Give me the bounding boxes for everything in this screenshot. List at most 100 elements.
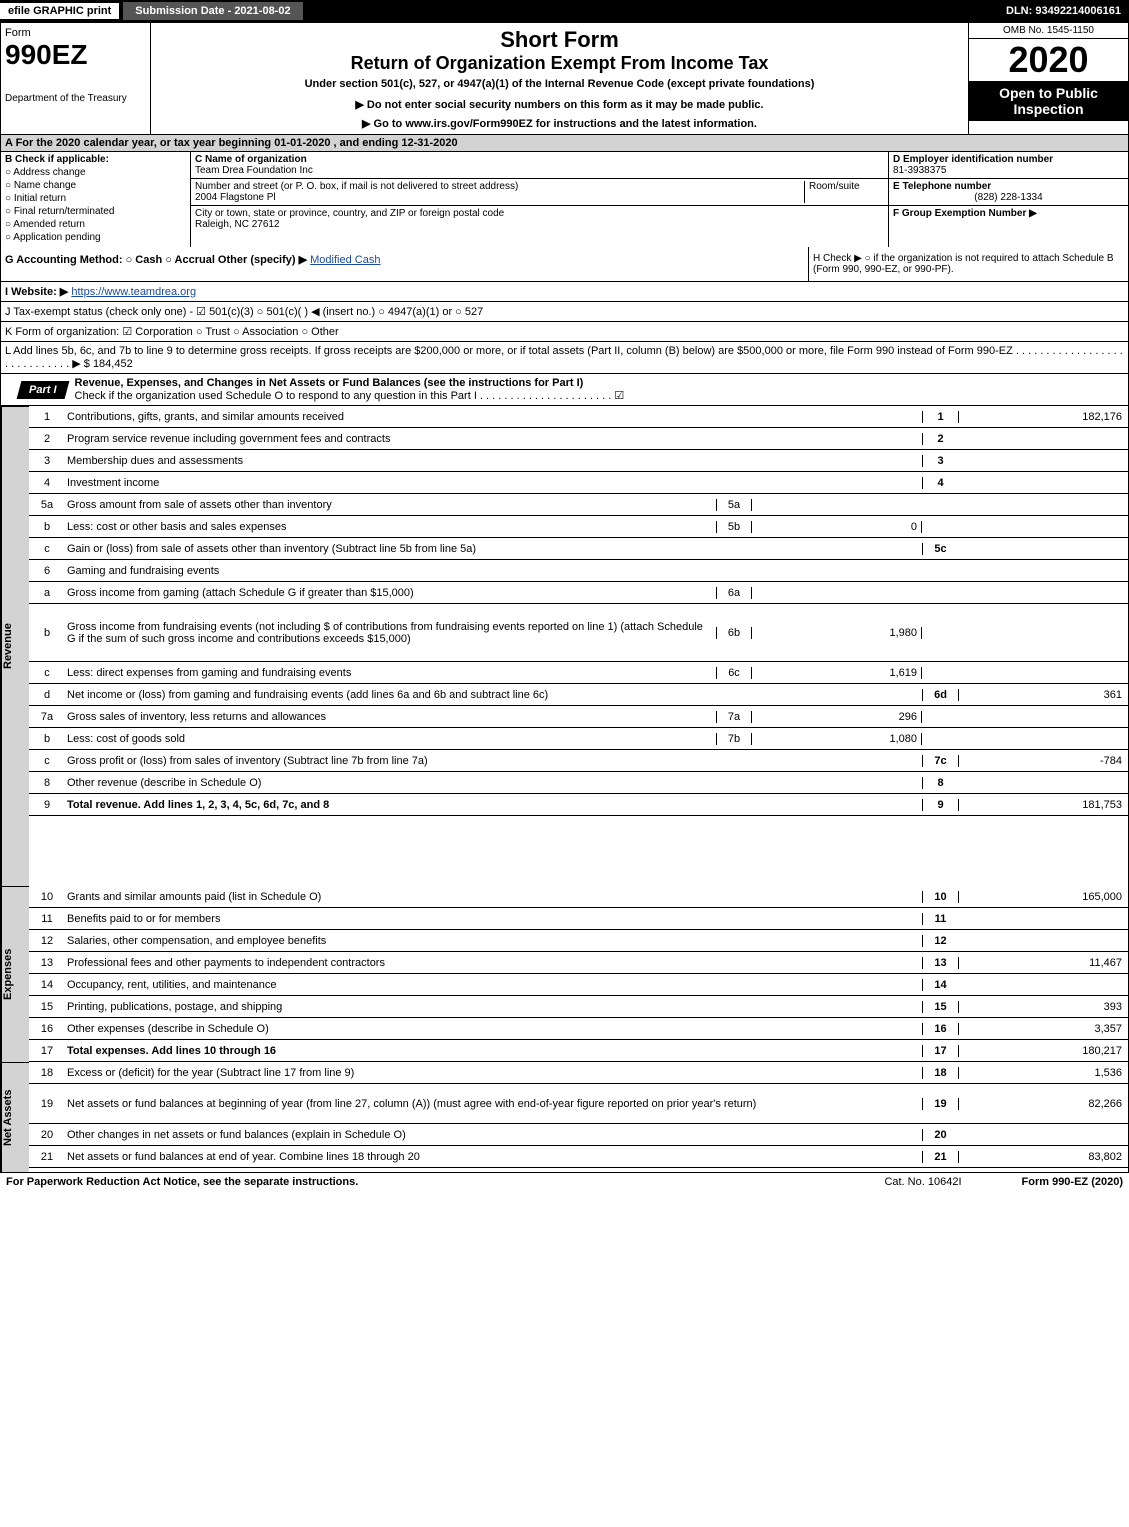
goto-link[interactable]: ▶ Go to www.irs.gov/Form990EZ for instru… bbox=[159, 117, 960, 130]
open-to-public: Open to Public Inspection bbox=[969, 81, 1128, 121]
line-4: 4 Investment income 4 bbox=[29, 472, 1128, 494]
g-value[interactable]: Modified Cash bbox=[310, 254, 380, 266]
line-1-desc: Contributions, gifts, grants, and simila… bbox=[65, 408, 922, 426]
line-1-value: 182,176 bbox=[958, 411, 1128, 423]
chk-pending[interactable]: Application pending bbox=[5, 232, 186, 243]
city-value: Raleigh, NC 27612 bbox=[195, 219, 884, 230]
line-6a: a Gross income from gaming (attach Sched… bbox=[29, 582, 1128, 604]
row-k-org-form: K Form of organization: ☑ Corporation ○ … bbox=[0, 322, 1129, 342]
tel-label: E Telephone number bbox=[893, 181, 1124, 192]
line-14: 14 Occupancy, rent, utilities, and maint… bbox=[29, 974, 1128, 996]
line-7b: b Less: cost of goods sold 7b 1,080 bbox=[29, 728, 1128, 750]
row-a-tax-year: A For the 2020 calendar year, or tax yea… bbox=[0, 135, 1129, 152]
tel-value: (828) 228-1334 bbox=[893, 192, 1124, 203]
line-6: 6 Gaming and fundraising events bbox=[29, 560, 1128, 582]
part-1-title: Revenue, Expenses, and Changes in Net As… bbox=[75, 374, 1128, 405]
info-grid: B Check if applicable: Address change Na… bbox=[0, 152, 1129, 247]
line-5b: b Less: cost or other basis and sales ex… bbox=[29, 516, 1128, 538]
line-6d: d Net income or (loss) from gaming and f… bbox=[29, 684, 1128, 706]
col-c-org-info: C Name of organization Team Drea Foundat… bbox=[191, 152, 888, 247]
line-8: 8 Other revenue (describe in Schedule O)… bbox=[29, 772, 1128, 794]
line-12: 12 Salaries, other compensation, and emp… bbox=[29, 930, 1128, 952]
org-name-row: C Name of organization Team Drea Foundat… bbox=[191, 152, 888, 179]
line-6c: c Less: direct expenses from gaming and … bbox=[29, 662, 1128, 684]
side-net-assets: Net Assets bbox=[1, 1062, 29, 1172]
g-label: G Accounting Method: ○ Cash ○ Accrual Ot… bbox=[5, 254, 307, 266]
chk-final-return[interactable]: Final return/terminated bbox=[5, 206, 186, 217]
line-3: 3 Membership dues and assessments 3 bbox=[29, 450, 1128, 472]
title-short-form: Short Form bbox=[159, 27, 960, 53]
row-i-website: I Website: ▶ https://www.teamdrea.org bbox=[0, 282, 1129, 302]
row-l-gross-receipts: L Add lines 5b, 6c, and 7b to line 9 to … bbox=[0, 342, 1129, 374]
room-suite: Room/suite bbox=[804, 181, 884, 203]
chk-amended[interactable]: Amended return bbox=[5, 219, 186, 230]
part-1-header: Part I Revenue, Expenses, and Changes in… bbox=[0, 374, 1129, 406]
chk-initial-return[interactable]: Initial return bbox=[5, 193, 186, 204]
ein-row: D Employer identification number 81-3938… bbox=[889, 152, 1128, 179]
street-value: 2004 Flagstone Pl bbox=[195, 192, 804, 203]
org-name-label: C Name of organization bbox=[195, 154, 884, 165]
title-return: Return of Organization Exempt From Incom… bbox=[159, 53, 960, 74]
street-label: Number and street (or P. O. box, if mail… bbox=[195, 181, 804, 192]
line-7c: c Gross profit or (loss) from sales of i… bbox=[29, 750, 1128, 772]
page-footer: For Paperwork Reduction Act Notice, see … bbox=[0, 1172, 1129, 1191]
subtitle: Under section 501(c), 527, or 4947(a)(1)… bbox=[159, 78, 960, 90]
header-mid: Short Form Return of Organization Exempt… bbox=[151, 23, 968, 134]
top-bar: efile GRAPHIC print Submission Date - 20… bbox=[0, 0, 1129, 22]
row-l-text: L Add lines 5b, 6c, and 7b to line 9 to … bbox=[5, 345, 1123, 370]
schedule-b-check: H Check ▶ ○ if the organization is not r… bbox=[808, 247, 1128, 281]
grp-label: F Group Exemption Number ▶ bbox=[893, 208, 1037, 219]
header-left: Form 990EZ Department of the Treasury bbox=[1, 23, 151, 134]
efile-label: efile GRAPHIC print bbox=[0, 3, 119, 19]
row-j-tax-status: J Tax-exempt status (check only one) - ☑… bbox=[0, 302, 1129, 322]
header-right: OMB No. 1545-1150 2020 Open to Public In… bbox=[968, 23, 1128, 134]
line-9: 9 Total revenue. Add lines 1, 2, 3, 4, 5… bbox=[29, 794, 1128, 816]
row-gh: G Accounting Method: ○ Cash ○ Accrual Ot… bbox=[0, 247, 1129, 282]
ssn-warning: ▶ Do not enter social security numbers o… bbox=[159, 98, 960, 111]
line-19: 19 Net assets or fund balances at beginn… bbox=[29, 1084, 1128, 1124]
org-name-value: Team Drea Foundation Inc bbox=[195, 165, 884, 176]
col-d-ids: D Employer identification number 81-3938… bbox=[888, 152, 1128, 247]
tel-row: E Telephone number (828) 228-1334 bbox=[889, 179, 1128, 206]
chk-name-change[interactable]: Name change bbox=[5, 180, 186, 191]
omb-number: OMB No. 1545-1150 bbox=[969, 23, 1128, 39]
accounting-method: G Accounting Method: ○ Cash ○ Accrual Ot… bbox=[1, 247, 808, 281]
street-row: Number and street (or P. O. box, if mail… bbox=[191, 179, 888, 206]
submission-date: Submission Date - 2021-08-02 bbox=[123, 2, 302, 20]
footer-catno: Cat. No. 10642I bbox=[884, 1176, 961, 1188]
ein-label: D Employer identification number bbox=[893, 154, 1124, 165]
line-20: 20 Other changes in net assets or fund b… bbox=[29, 1124, 1128, 1146]
city-label: City or town, state or province, country… bbox=[195, 208, 884, 219]
col-b-checkboxes: B Check if applicable: Address change Na… bbox=[1, 152, 191, 247]
col-b-header: B Check if applicable: bbox=[5, 154, 186, 165]
group-exemption: F Group Exemption Number ▶ bbox=[889, 206, 1128, 221]
line-21: 21 Net assets or fund balances at end of… bbox=[29, 1146, 1128, 1168]
side-expenses: Expenses bbox=[1, 886, 29, 1062]
part-1-sub: Check if the organization used Schedule … bbox=[75, 390, 625, 402]
line-13: 13 Professional fees and other payments … bbox=[29, 952, 1128, 974]
row-l-value: $ 184,452 bbox=[84, 358, 133, 370]
form-number: 990EZ bbox=[5, 39, 146, 71]
line-7a: 7a Gross sales of inventory, less return… bbox=[29, 706, 1128, 728]
part-1-table: Revenue 1 Contributions, gifts, grants, … bbox=[0, 406, 1129, 1172]
line-6b: b Gross income from fundraising events (… bbox=[29, 604, 1128, 662]
department: Department of the Treasury bbox=[5, 93, 146, 104]
line-10: 10 Grants and similar amounts paid (list… bbox=[29, 886, 1128, 908]
line-15: 15 Printing, publications, postage, and … bbox=[29, 996, 1128, 1018]
city-row: City or town, state or province, country… bbox=[191, 206, 888, 232]
line-18: 18 Excess or (deficit) for the year (Sub… bbox=[29, 1062, 1128, 1084]
form-header: Form 990EZ Department of the Treasury Sh… bbox=[0, 22, 1129, 135]
dln: DLN: 93492214006161 bbox=[1006, 5, 1129, 17]
website-label: I Website: ▶ bbox=[5, 286, 68, 298]
side-revenue: Revenue bbox=[1, 406, 29, 886]
chk-address-change[interactable]: Address change bbox=[5, 167, 186, 178]
footer-paperwork: For Paperwork Reduction Act Notice, see … bbox=[6, 1176, 884, 1188]
website-link[interactable]: https://www.teamdrea.org bbox=[71, 286, 196, 298]
line-5a: 5a Gross amount from sale of assets othe… bbox=[29, 494, 1128, 516]
line-2: 2 Program service revenue including gove… bbox=[29, 428, 1128, 450]
form-word: Form bbox=[5, 27, 146, 39]
line-11: 11 Benefits paid to or for members 11 bbox=[29, 908, 1128, 930]
line-1: 1 Contributions, gifts, grants, and simi… bbox=[29, 406, 1128, 428]
line-17: 17 Total expenses. Add lines 10 through … bbox=[29, 1040, 1128, 1062]
footer-form: Form 990-EZ (2020) bbox=[1022, 1176, 1123, 1188]
